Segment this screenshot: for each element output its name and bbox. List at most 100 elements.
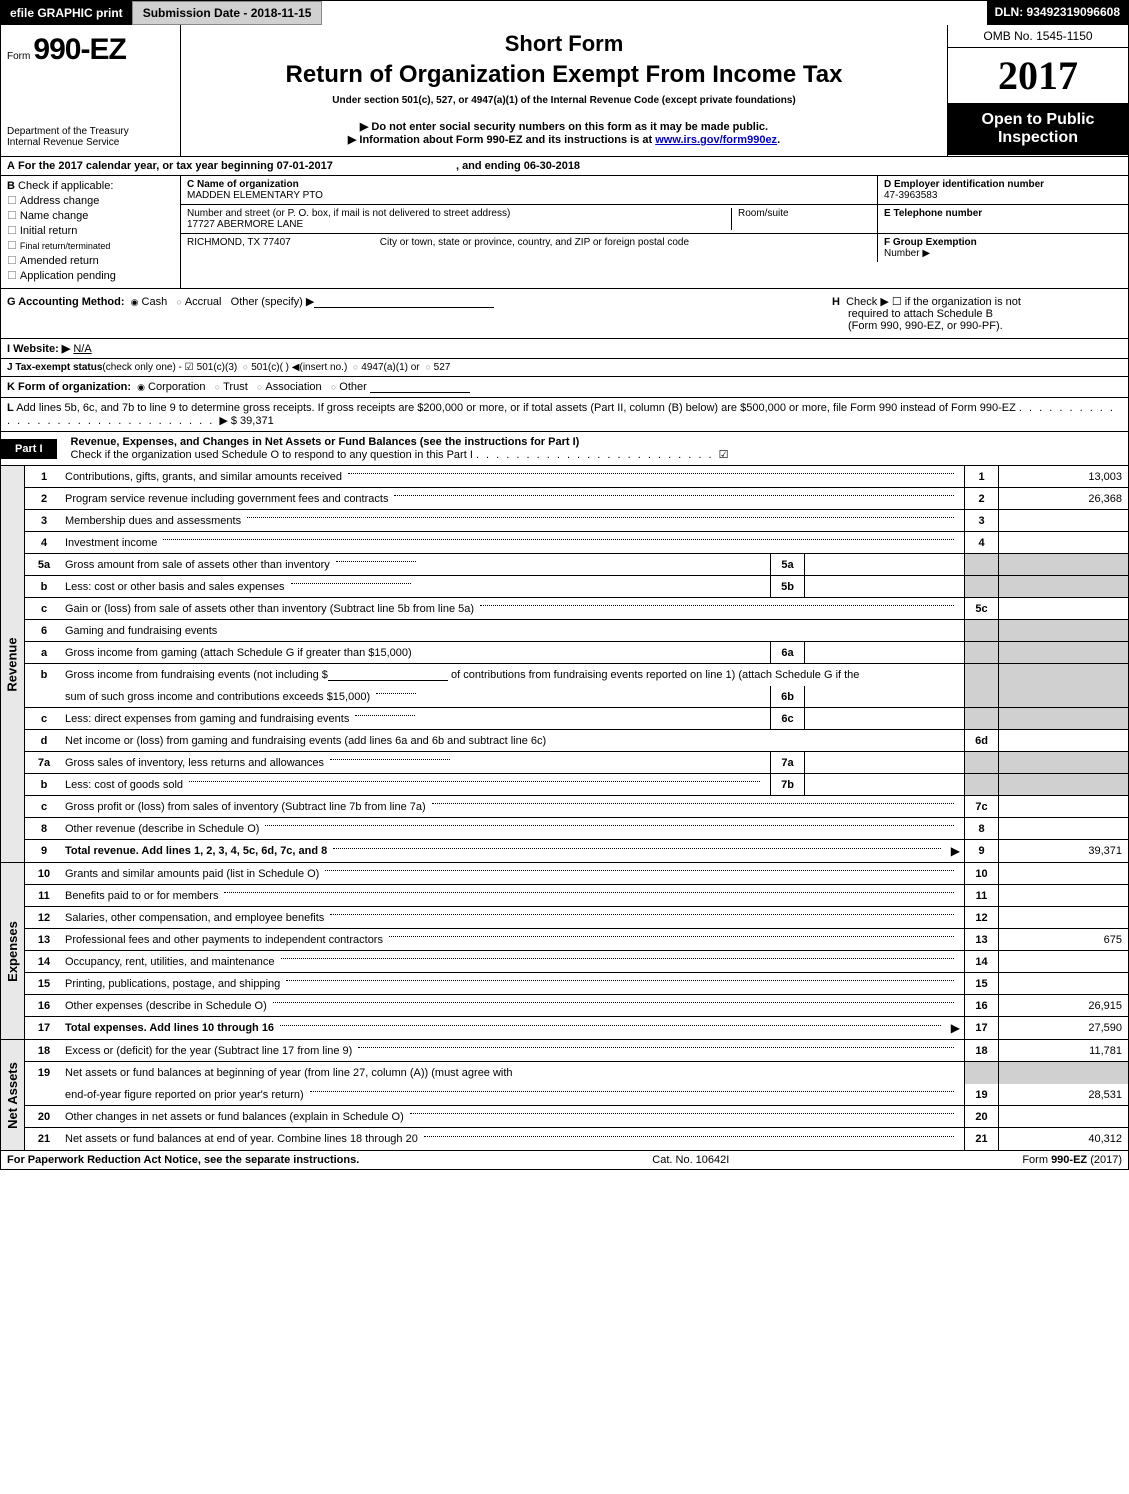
ln3-col: 3 (964, 510, 998, 531)
i-label: I Website: ▶ (7, 343, 70, 355)
line-6b-2: sum of such gross income and contributio… (25, 686, 1128, 708)
side-netassets: Net Assets (1, 1040, 25, 1150)
row-a: A For the 2017 calendar year, or tax yea… (1, 157, 1128, 176)
ln6a-mcol: 6a (770, 642, 804, 663)
ln19-shade2 (998, 1062, 1128, 1084)
line-1: 1 Contributions, gifts, grants, and simi… (25, 466, 1128, 488)
ln7b-shade2 (998, 774, 1128, 795)
omb-number: OMB No. 1545-1150 (948, 25, 1128, 48)
header-left: Form 990-EZ Department of the Treasury I… (1, 25, 181, 156)
radio-527[interactable] (425, 362, 433, 373)
lbl-initial-return: Initial return (20, 225, 77, 237)
c-name-label: C Name of organization (187, 179, 299, 190)
ln6a-num: a (25, 644, 63, 662)
part1-header: Part I Revenue, Expenses, and Changes in… (1, 432, 1128, 466)
efile-print-button[interactable]: efile GRAPHIC print (1, 1, 132, 25)
ln6b-amount-field[interactable] (328, 669, 448, 681)
lbl-other-specify: Other (specify) ▶ (231, 296, 315, 308)
ln6b-mval (804, 686, 964, 707)
ln1-val: 13,003 (998, 466, 1128, 487)
dept-irs: Internal Revenue Service (7, 137, 174, 148)
ln17-val: 27,590 (998, 1017, 1128, 1039)
ln7c-desc: Gross profit or (loss) from sales of inv… (65, 801, 426, 813)
ln5a-mval (804, 554, 964, 575)
line-20: 20 Other changes in net assets or fund b… (25, 1106, 1128, 1128)
line-7b: b Less: cost of goods sold 7b (25, 774, 1128, 796)
ln5b-shade2 (998, 576, 1128, 597)
ln6d-desc: Net income or (loss) from gaming and fun… (65, 735, 546, 747)
info-link[interactable]: www.irs.gov/form990ez (655, 134, 777, 146)
line-15: 15 Printing, publications, postage, and … (25, 973, 1128, 995)
line-9: 9 Total revenue. Add lines 1, 2, 3, 4, 5… (25, 840, 1128, 862)
under-section-note: Under section 501(c), 527, or 4947(a)(1)… (191, 95, 937, 106)
c-street-value: 17727 ABERMORE LANE (187, 219, 303, 230)
line-21: 21 Net assets or fund balances at end of… (25, 1128, 1128, 1150)
side-revenue-text: Revenue (5, 637, 20, 691)
l-text: Add lines 5b, 6c, and 7b to line 9 to de… (16, 402, 1016, 414)
ln14-val (998, 951, 1128, 972)
line-13: 13 Professional fees and other payments … (25, 929, 1128, 951)
line-6: 6 Gaming and fundraising events (25, 620, 1128, 642)
other-specify-field[interactable] (314, 296, 494, 308)
line-8: 8 Other revenue (describe in Schedule O)… (25, 818, 1128, 840)
ln21-desc: Net assets or fund balances at end of ye… (65, 1133, 418, 1145)
ln6d-val (998, 730, 1128, 751)
cb-final-return[interactable] (7, 240, 20, 252)
submission-date-button[interactable]: Submission Date - 2018-11-15 (132, 1, 323, 25)
radio-cash[interactable] (131, 296, 142, 308)
radio-501c3[interactable] (185, 362, 197, 373)
ln7a-mcol: 7a (770, 752, 804, 773)
radio-corporation[interactable] (137, 381, 148, 393)
ln6-num: 6 (25, 622, 63, 640)
side-netassets-text: Net Assets (5, 1062, 20, 1129)
ln5a-desc: Gross amount from sale of assets other t… (65, 559, 330, 571)
cb-initial-return[interactable] (7, 225, 20, 237)
ln6a-mval (804, 642, 964, 663)
cb-name-change[interactable] (7, 210, 20, 222)
note-info: ▶ Information about Form 990-EZ and its … (191, 133, 937, 146)
ln5b-shade1 (964, 576, 998, 597)
side-expenses-text: Expenses (5, 921, 20, 982)
j-tax-exempt-row: J Tax-exempt status(check only one) - 50… (1, 359, 1128, 377)
ln16-col: 16 (964, 995, 998, 1016)
cb-amended-return[interactable] (7, 255, 20, 267)
ln1-desc: Contributions, gifts, grants, and simila… (65, 471, 342, 483)
row-a-text1: For the 2017 calendar year, or tax year … (18, 160, 333, 172)
ln9-num: 9 (25, 842, 63, 860)
radio-501c[interactable] (243, 362, 251, 373)
c-city-block: RICHMOND, TX 77407 City or town, state o… (181, 234, 878, 262)
radio-other-org[interactable] (331, 381, 339, 393)
line-5a: 5a Gross amount from sale of assets othe… (25, 554, 1128, 576)
ln16-desc: Other expenses (describe in Schedule O) (65, 1000, 267, 1012)
ln15-desc: Printing, publications, postage, and shi… (65, 978, 280, 990)
ln17-num: 17 (25, 1019, 63, 1037)
b-label: B (7, 180, 15, 192)
line-19-2: end-of-year figure reported on prior yea… (25, 1084, 1128, 1106)
radio-trust[interactable] (215, 381, 223, 393)
ln19-val: 28,531 (998, 1084, 1128, 1105)
ln6d-num: d (25, 732, 63, 750)
j-sub: (check only one) - (102, 362, 184, 373)
radio-accrual[interactable] (176, 296, 184, 308)
ln1-num: 1 (25, 468, 63, 486)
ln2-col: 2 (964, 488, 998, 509)
ln8-num: 8 (25, 820, 63, 838)
open-public-2: Inspection (952, 129, 1124, 147)
ln4-desc: Investment income (65, 537, 157, 549)
col-cde: C Name of organization MADDEN ELEMENTARY… (181, 176, 1128, 288)
other-org-field[interactable] (370, 381, 470, 393)
cb-address-change[interactable] (7, 195, 20, 207)
ln19-num2 (25, 1092, 63, 1098)
ln6c-desc: Less: direct expenses from gaming and fu… (65, 713, 349, 725)
k-label: K Form of organization: (7, 381, 131, 393)
cb-schedule-o[interactable] (719, 449, 732, 461)
ln13-desc: Professional fees and other payments to … (65, 934, 383, 946)
l-gross-receipts-row: L Add lines 5b, 6c, and 7b to line 9 to … (1, 398, 1128, 432)
cb-application-pending[interactable] (7, 270, 20, 282)
line-6c: c Less: direct expenses from gaming and … (25, 708, 1128, 730)
line-4: 4 Investment income 4 (25, 532, 1128, 554)
ln21-num: 21 (25, 1130, 63, 1148)
line-3: 3 Membership dues and assessments 3 (25, 510, 1128, 532)
ln3-num: 3 (25, 512, 63, 530)
ln7a-desc: Gross sales of inventory, less returns a… (65, 757, 324, 769)
